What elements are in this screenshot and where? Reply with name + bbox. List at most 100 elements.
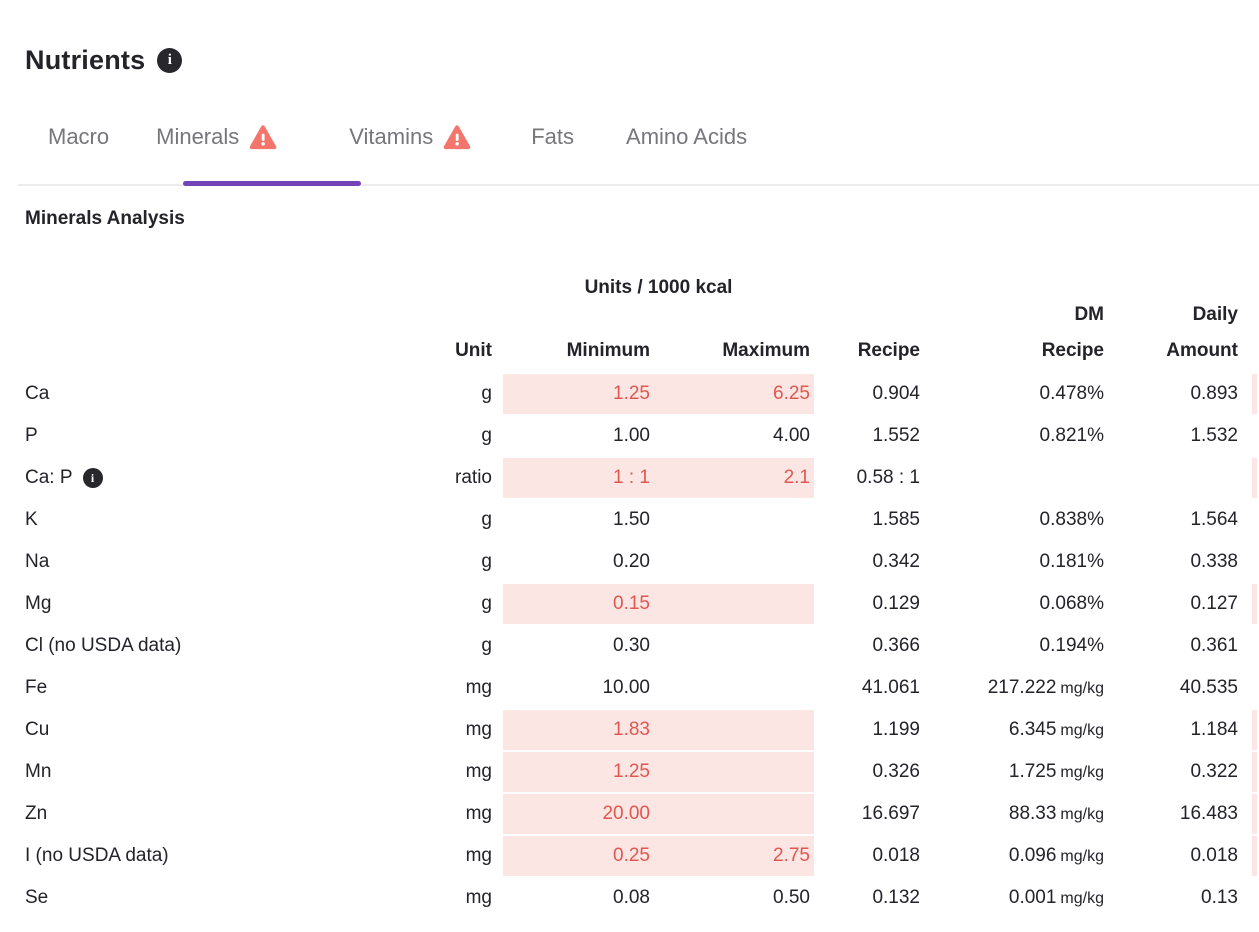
cell-dm-recipe: 0.194% <box>1039 635 1104 656</box>
nutrient-label: Mg <box>25 593 52 614</box>
cell-maximum <box>658 667 814 709</box>
col-header-dm-line1: DM <box>1074 304 1104 325</box>
table-row: I (no USDA data) i mg 0.25 2.75 0.018 0.… <box>25 835 1259 877</box>
cell-recipe: 0.132 <box>872 887 920 908</box>
dm-unit-suffix: mg/kg <box>1060 722 1104 739</box>
warning-icon <box>249 124 277 150</box>
cell-recipe: 0.342 <box>872 551 920 572</box>
section-title: Minerals Analysis <box>25 208 185 229</box>
tab-minerals[interactable]: Minerals <box>156 124 277 150</box>
tab-amino-acids[interactable]: Amino Acids <box>626 124 747 150</box>
tab-minerals-label: Minerals <box>156 124 240 149</box>
tab-fats[interactable]: Fats <box>531 124 574 150</box>
cell-recipe: 16.697 <box>861 803 920 824</box>
cell-recipe: 41.061 <box>861 677 920 698</box>
cell-maximum: 2.75 <box>658 835 814 877</box>
minerals-table-body: Ca i g 1.25 6.25 0.904 0.478% 0.893 P i … <box>25 373 1259 919</box>
cell-minimum: 1.25 <box>503 751 658 793</box>
cell-daily-amount: 16.483 <box>1179 803 1238 824</box>
next-column-highlight-sliver <box>1238 709 1259 751</box>
next-column-highlight-sliver <box>1238 373 1259 415</box>
tab-macro-label: Macro <box>48 124 110 149</box>
cell-daily-amount: 0.338 <box>1190 551 1238 572</box>
cell-dm-recipe: 0.838% <box>1039 509 1104 530</box>
nutrients-info-icon[interactable]: i <box>157 47 183 73</box>
cell-minimum: 0.25 <box>503 835 658 877</box>
table-row: Cl (no USDA data) i g 0.30 0.366 0.194% … <box>25 625 1259 667</box>
cell-maximum <box>658 709 814 751</box>
next-column-highlight-sliver <box>1238 499 1259 541</box>
next-column-highlight-sliver <box>1238 457 1259 499</box>
nutrient-label: P <box>25 425 38 446</box>
cell-unit: g <box>481 425 492 446</box>
cell-dm-recipe: 0.068% <box>1039 593 1104 614</box>
next-column-highlight-sliver <box>1238 877 1259 919</box>
cell-recipe: 0.904 <box>872 383 920 404</box>
next-column-highlight-sliver <box>1238 583 1259 625</box>
page-title: Nutrients <box>25 44 146 75</box>
col-header-recipe: Recipe <box>857 340 920 361</box>
cell-unit: mg <box>465 761 492 782</box>
cell-daily-amount: 1.532 <box>1190 425 1238 446</box>
cell-maximum <box>658 625 814 667</box>
tab-amino-acids-label: Amino Acids <box>626 124 748 149</box>
next-column-highlight-sliver <box>1238 625 1259 667</box>
cell-recipe: 1.552 <box>872 425 920 446</box>
cell-minimum: 1.00 <box>613 425 650 446</box>
cell-minimum: 1 : 1 <box>503 457 658 499</box>
dm-unit-suffix: mg/kg <box>1060 764 1104 781</box>
cell-recipe: 0.129 <box>872 593 920 614</box>
cell-dm-recipe: 0.001 mg/kg <box>1008 887 1104 908</box>
tab-fats-label: Fats <box>531 124 575 149</box>
cell-maximum: 4.00 <box>773 425 810 446</box>
cell-daily-amount: 0.893 <box>1190 383 1238 404</box>
cell-dm-recipe: 88.33 mg/kg <box>1008 803 1104 824</box>
cell-maximum <box>658 499 814 541</box>
cell-maximum: 2.1 <box>658 457 814 499</box>
nutrients-tabs: Macro Minerals Vitamins <box>25 118 1259 156</box>
cell-unit: mg <box>465 803 492 824</box>
cell-dm-recipe: 0.821% <box>1039 425 1104 446</box>
next-column-highlight-sliver <box>1238 751 1259 793</box>
cell-dm-recipe: 0.478% <box>1039 383 1104 404</box>
cell-recipe: 0.326 <box>872 761 920 782</box>
cell-daily-amount: 1.564 <box>1190 509 1238 530</box>
col-header-dm-line2: Recipe <box>1041 340 1104 361</box>
panel-header: Nutrients i <box>25 42 1259 78</box>
cell-unit: g <box>481 509 492 530</box>
cell-unit: ratio <box>455 467 492 488</box>
cell-minimum: 0.08 <box>613 887 650 908</box>
cell-recipe: 0.366 <box>872 635 920 656</box>
next-column-highlight-sliver <box>1238 793 1259 835</box>
cell-unit: mg <box>465 845 492 866</box>
col-header-maximum: Maximum <box>722 340 810 361</box>
nutrient-info-icon[interactable]: i <box>82 468 103 488</box>
cell-daily-amount: 0.361 <box>1190 635 1238 656</box>
table-row: Ca i g 1.25 6.25 0.904 0.478% 0.893 <box>25 373 1259 415</box>
nutrient-label: Na <box>25 551 50 572</box>
cell-unit: g <box>481 593 492 614</box>
next-column-highlight-sliver <box>1238 541 1259 583</box>
cell-daily-amount: 0.018 <box>1190 845 1238 866</box>
cell-unit: mg <box>465 719 492 740</box>
dm-unit-suffix: mg/kg <box>1060 680 1104 697</box>
nutrient-label: Fe <box>25 677 48 698</box>
next-column-highlight-sliver <box>1238 835 1259 877</box>
table-row: Ca: P i ratio 1 : 1 2.1 0.58 : 1 <box>25 457 1259 499</box>
cell-dm-recipe: 217.222 mg/kg <box>987 677 1104 698</box>
cell-dm-recipe: 0.181% <box>1039 551 1104 572</box>
cell-recipe: 0.58 : 1 <box>856 467 920 488</box>
cell-daily-amount: 0.322 <box>1190 761 1238 782</box>
cell-dm-recipe: 0.096 mg/kg <box>1008 845 1104 866</box>
cell-maximum <box>658 751 814 793</box>
tab-macro[interactable]: Macro <box>48 124 109 150</box>
cell-maximum <box>658 793 814 835</box>
col-header-daily-line2: Amount <box>1166 340 1238 361</box>
tab-vitamins[interactable]: Vitamins <box>349 124 471 150</box>
minerals-table-header: Units / 1000 kcal DM Daily Unit Minimum … <box>25 274 1259 365</box>
table-row: Na i g 0.20 0.342 0.181% 0.338 <box>25 541 1259 583</box>
